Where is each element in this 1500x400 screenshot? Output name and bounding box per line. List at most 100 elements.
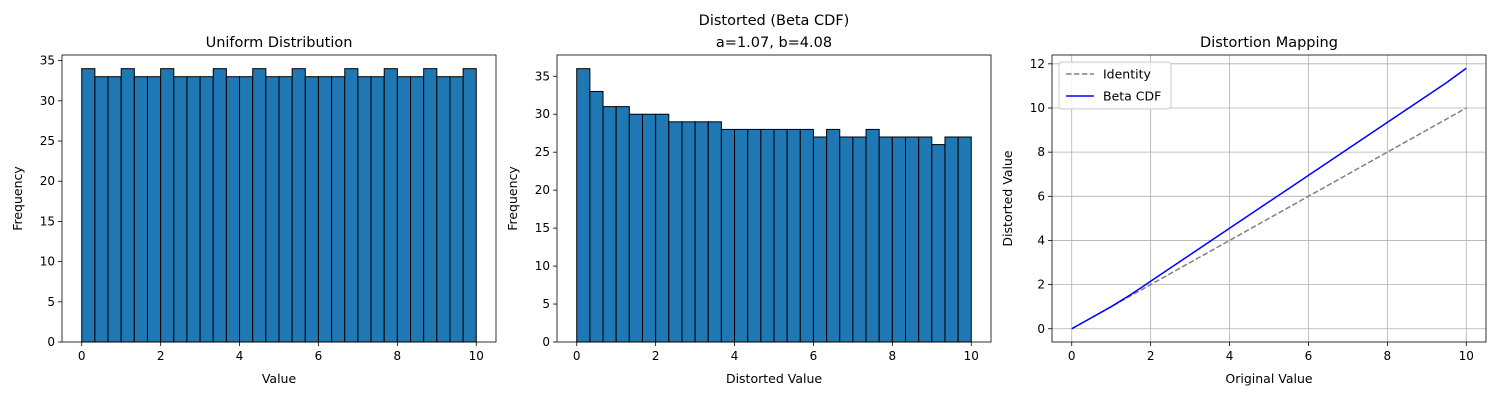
histogram-bar	[760, 128, 775, 343]
histogram-bar	[146, 76, 162, 343]
y-axis-label: Frequency	[10, 166, 25, 231]
histogram-bar	[410, 76, 425, 343]
series-line-beta-cdf	[1071, 67, 1467, 330]
histogram-bar	[773, 128, 788, 343]
histogram-bar	[278, 76, 293, 343]
histogram-bar	[252, 68, 267, 343]
y-tick-label: 5	[47, 295, 55, 309]
histogram-bar	[628, 113, 643, 343]
chart-panel-3: 0 2 4 6 8 10 0 2 4 6 8 10 12 Distortion Mapping Origin…	[1000, 35, 1487, 386]
x-tick-label: 10	[1459, 349, 1474, 363]
histogram-bar	[357, 76, 372, 343]
histogram-bar	[720, 128, 736, 343]
histogram-bar	[160, 68, 175, 343]
x-tick-label: 8	[394, 349, 402, 363]
histogram-bar	[865, 128, 880, 343]
x-axis-label: Original Value	[1225, 371, 1313, 386]
x-tick-label: 0	[1068, 349, 1076, 363]
histogram-bar	[615, 106, 630, 343]
histogram-bar	[225, 76, 241, 343]
y-tick-label: 20	[535, 183, 550, 197]
legend: Identity Beta CDF	[1058, 61, 1172, 110]
histogram-bar	[812, 136, 828, 343]
histogram-bar	[589, 90, 604, 343]
y-tick-label: 10	[40, 255, 55, 269]
y-tick-label: 0	[47, 335, 55, 349]
x-tick-label: 2	[652, 349, 660, 363]
x-tick-label: 0	[78, 349, 86, 363]
series-line-identity	[1071, 107, 1467, 330]
y-tick-label: 5	[542, 297, 550, 311]
chart-title: Distortion Mapping	[1200, 35, 1338, 51]
histogram-bar	[641, 113, 657, 343]
histogram-bar	[944, 136, 959, 343]
histogram-bar	[747, 128, 762, 343]
x-axis-label: Value	[262, 371, 297, 386]
y-tick-label: 30	[535, 107, 550, 121]
x-tick-label: 4	[731, 349, 739, 363]
x-tick-label: 2	[1147, 349, 1155, 363]
y-tick-label: 2	[1037, 278, 1045, 292]
histogram-bar	[852, 136, 867, 343]
chart-panel-1: 0 2 4 6 8 10 0 5 10 15 20 25 30 35 Uniform Distributio…	[10, 35, 497, 386]
y-tick-label: 4	[1037, 233, 1045, 247]
histogram-bar	[799, 128, 814, 343]
x-tick-label: 6	[810, 349, 818, 363]
x-tick-label: 6	[315, 349, 323, 363]
histogram-bar	[120, 68, 135, 343]
histogram-bar	[878, 136, 893, 343]
histogram-bar	[133, 76, 148, 343]
legend-label: Beta CDF	[1103, 89, 1161, 104]
histogram-bar	[304, 76, 319, 343]
histogram-bar	[839, 136, 854, 343]
histogram-bar	[655, 113, 670, 343]
x-axis-label: Distorted Value	[726, 371, 822, 386]
histogram-bar	[681, 121, 696, 343]
histogram-bar	[265, 76, 280, 343]
y-tick-label: 15	[535, 221, 550, 235]
y-tick-label: 25	[535, 145, 550, 159]
y-tick-label: 6	[1037, 189, 1045, 203]
axes-frame	[556, 54, 992, 343]
y-tick-label: 35	[535, 69, 550, 83]
histogram-bar	[826, 128, 841, 343]
histogram-bar	[707, 121, 722, 343]
legend-label: Identity	[1103, 67, 1152, 82]
histogram-bar	[905, 136, 920, 343]
histogram-bar	[331, 76, 346, 343]
histogram-bar	[107, 76, 122, 343]
y-tick-label: 15	[40, 214, 55, 228]
y-tick-label: 30	[40, 94, 55, 108]
histogram-bar	[94, 76, 109, 343]
y-tick-label: 20	[40, 174, 55, 188]
axes-frame	[61, 54, 497, 343]
histogram-bar	[199, 76, 214, 343]
y-axis-label: Frequency	[505, 166, 520, 231]
x-tick-label: 4	[1226, 349, 1234, 363]
x-tick-label: 10	[964, 349, 979, 363]
histogram-bar	[462, 68, 477, 343]
y-tick-label: 10	[535, 259, 550, 273]
histogram-bar	[370, 76, 385, 343]
histogram-bar	[694, 121, 709, 343]
histogram-bar	[602, 106, 617, 343]
histogram-bar	[734, 128, 749, 343]
y-tick-label: 0	[542, 335, 550, 349]
histogram-bar	[423, 68, 438, 343]
y-tick-label: 35	[40, 54, 55, 68]
histogram-bar	[449, 76, 464, 343]
x-tick-label: 10	[469, 349, 484, 363]
histogram-bar	[239, 76, 254, 343]
x-tick-label: 2	[157, 349, 165, 363]
y-tick-label: 12	[1030, 57, 1045, 71]
x-tick-label: 0	[573, 349, 581, 363]
y-tick-label: 8	[1037, 145, 1045, 159]
y-axis-label: Distorted Value	[1000, 150, 1015, 246]
histogram-bar	[173, 76, 188, 343]
histogram-bar	[383, 68, 398, 343]
y-tick-label: 25	[40, 134, 55, 148]
histogram-bar	[186, 76, 201, 343]
histogram-bar	[344, 68, 359, 343]
histogram-bar	[891, 136, 907, 343]
x-tick-label: 8	[889, 349, 897, 363]
